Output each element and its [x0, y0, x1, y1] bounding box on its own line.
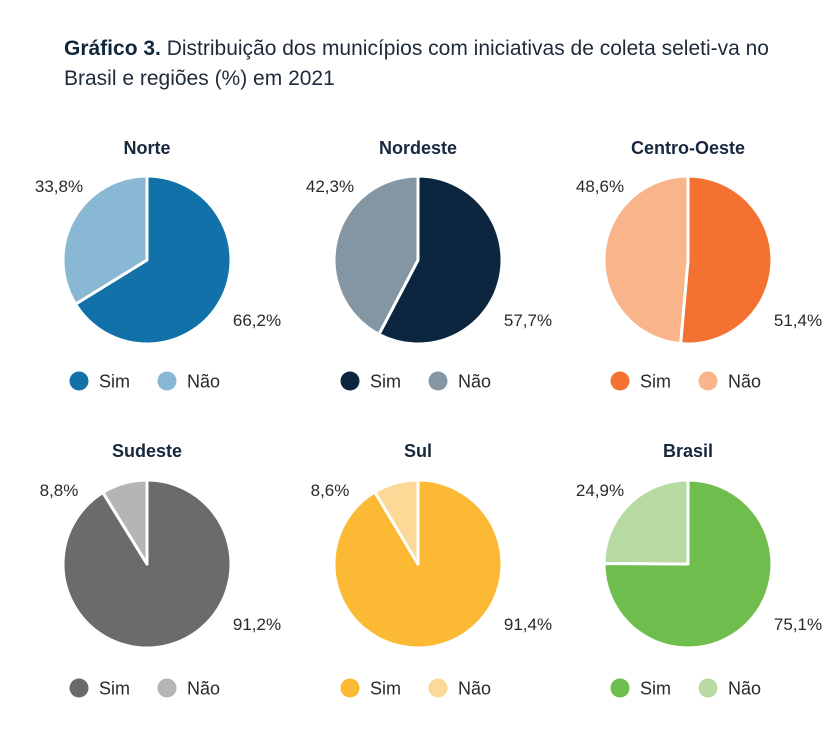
pie-title-norte: Norte: [123, 138, 170, 158]
pie-nordeste: Nordeste 57,7% 42,3% Sim Não: [306, 138, 552, 392]
legend-label-brasil-nao: Não: [728, 679, 761, 699]
pie-title-brasil: Brasil: [663, 441, 713, 461]
legend-label-sul-nao: Não: [458, 679, 491, 699]
legend-swatch-centro-oeste-sim: [610, 371, 630, 391]
pie-slice-centro-oeste-nao: [602, 174, 690, 346]
legend-swatch-sul-nao: [428, 678, 448, 698]
legend-swatch-centro-oeste-nao: [698, 371, 718, 391]
legend-label-norte-sim: Sim: [99, 372, 130, 392]
pie-label-brasil-nao: 24,9%: [576, 481, 624, 500]
pie-slice-nordeste-sim: [377, 174, 504, 346]
legend-swatch-brasil-sim: [610, 678, 630, 698]
legend-label-centro-oeste-nao: Não: [728, 372, 761, 392]
legend-swatch-norte-sim: [69, 371, 89, 391]
legend-swatch-sul-sim: [340, 678, 360, 698]
pie-label-sudeste-sim: 91,2%: [233, 615, 281, 634]
pie-title-sudeste: Sudeste: [112, 441, 182, 461]
legend-swatch-nordeste-nao: [428, 371, 448, 391]
legend-swatch-sudeste-nao: [157, 678, 177, 698]
pie-slice-sul-nao: [373, 478, 420, 566]
pie-slice-norte-nao: [61, 174, 149, 306]
chart-title-text: Distribuição dos municípios com iniciati…: [64, 37, 769, 90]
pie-centro-oeste: Centro-Oeste 51,4% 48,6% Sim Não: [576, 138, 822, 392]
pie-label-nordeste-nao: 42,3%: [306, 177, 354, 196]
legend-swatch-brasil-nao: [698, 678, 718, 698]
pie-slice-nordeste-nao: [332, 174, 420, 336]
legend-label-sul-sim: Sim: [370, 679, 401, 699]
pie-label-centro-oeste-nao: 48,6%: [576, 177, 624, 196]
chart-title-prefix: Gráfico 3.: [64, 37, 161, 60]
pie-label-sul-nao: 8,6%: [311, 481, 350, 500]
legend-label-centro-oeste-sim: Sim: [640, 372, 671, 392]
legend-label-nordeste-nao: Não: [458, 372, 491, 392]
pie-label-sudeste-nao: 8,8%: [40, 481, 79, 500]
legend-label-brasil-sim: Sim: [640, 679, 671, 699]
legend-swatch-sudeste-sim: [69, 678, 89, 698]
pie-label-nordeste-sim: 57,7%: [504, 311, 552, 330]
pie-slice-sudeste-nao: [101, 478, 149, 566]
pie-slice-centro-oeste-sim: [679, 174, 774, 346]
pie-slice-norte-sim: [74, 174, 233, 346]
pie-slice-brasil-nao: [602, 478, 690, 566]
pie-label-centro-oeste-sim: 51,4%: [774, 311, 822, 330]
pie-label-norte-sim: 66,2%: [233, 311, 281, 330]
legend-swatch-norte-nao: [157, 371, 177, 391]
pie-brasil: Brasil 75,1% 24,9% Sim Não: [576, 441, 822, 699]
legend-label-sudeste-sim: Sim: [99, 679, 130, 699]
pie-sul: Sul 91,4% 8,6% Sim Não: [311, 441, 552, 699]
pie-norte: Norte 66,2% 33,8% Sim Não: [35, 138, 281, 392]
pie-label-brasil-sim: 75,1%: [774, 615, 822, 634]
chart-title: Gráfico 3. Distribuição dos municípios c…: [64, 34, 794, 94]
pie-title-centro-oeste: Centro-Oeste: [631, 138, 745, 158]
legend-label-norte-nao: Não: [187, 372, 220, 392]
pie-title-sul: Sul: [404, 441, 432, 461]
pie-label-norte-nao: 33,8%: [35, 177, 83, 196]
pie-label-sul-sim: 91,4%: [504, 615, 552, 634]
pie-slice-brasil-sim: [602, 478, 774, 650]
legend-label-sudeste-nao: Não: [187, 679, 220, 699]
legend-swatch-nordeste-sim: [340, 371, 360, 391]
legend-label-nordeste-sim: Sim: [370, 372, 401, 392]
pie-sudeste: Sudeste 91,2% 8,8% Sim Não: [40, 441, 281, 699]
pie-title-nordeste: Nordeste: [379, 138, 457, 158]
